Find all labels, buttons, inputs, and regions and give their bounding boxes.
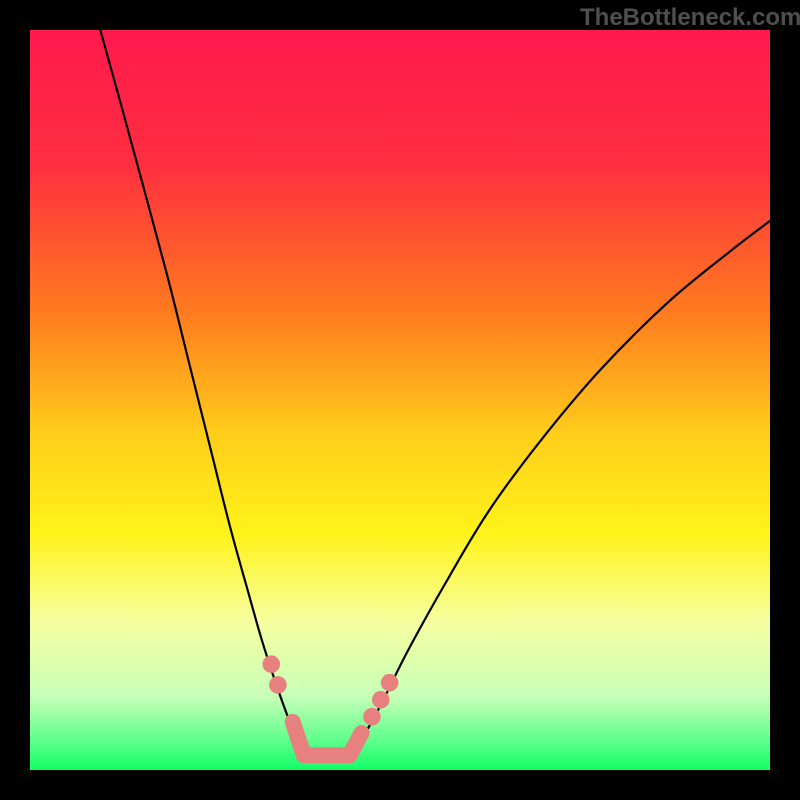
bottleneck-chart (30, 30, 770, 770)
notch-dot (269, 676, 287, 694)
notch-dot (372, 691, 390, 709)
heatmap-background (30, 30, 770, 770)
watermark-text: TheBottleneck.com (580, 4, 800, 32)
chart-frame: TheBottleneck.com (0, 0, 800, 800)
notch-dot (381, 674, 399, 692)
notch-dot (363, 708, 381, 726)
plot-svg (30, 30, 770, 770)
notch-dot (262, 655, 280, 673)
